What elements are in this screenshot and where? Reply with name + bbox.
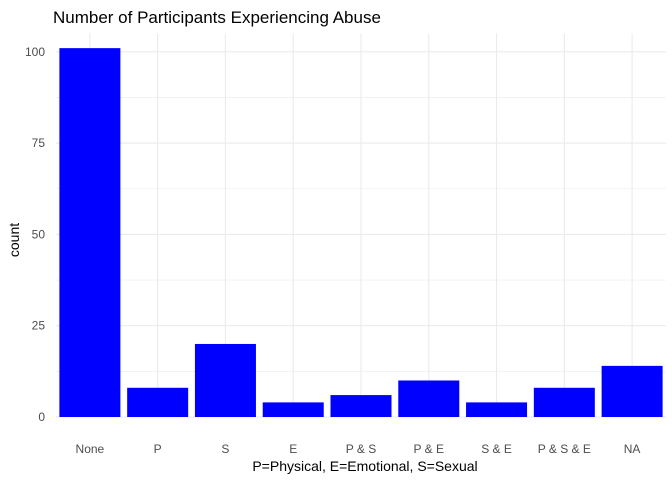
x-tick-label: E bbox=[289, 442, 297, 456]
x-tick-label: S bbox=[221, 442, 229, 456]
x-tick-label: None bbox=[76, 442, 105, 456]
y-tick-label: 0 bbox=[38, 410, 45, 424]
x-axis-label: P=Physical, E=Emotional, S=Sexual bbox=[252, 458, 477, 474]
bar-p-s bbox=[330, 395, 392, 417]
x-tick-label: P & S & E bbox=[538, 442, 591, 456]
bar-na bbox=[601, 365, 663, 417]
y-tick-label: 25 bbox=[32, 319, 46, 333]
chart-title: Number of Participants Experiencing Abus… bbox=[53, 8, 381, 27]
bar-s bbox=[194, 343, 256, 417]
y-tick-label: 50 bbox=[32, 227, 46, 241]
bars bbox=[59, 48, 663, 417]
bar-s-e bbox=[466, 402, 528, 417]
x-tick-label: S & E bbox=[481, 442, 512, 456]
y-tick-label: 75 bbox=[32, 136, 46, 150]
bar-p-e bbox=[398, 380, 460, 417]
x-tick-label: P bbox=[154, 442, 162, 456]
y-axis-ticks: 0 25 50 75 100 bbox=[25, 45, 45, 424]
x-tick-label: P & S bbox=[346, 442, 376, 456]
x-tick-label: P & E bbox=[414, 442, 444, 456]
y-tick-label: 100 bbox=[25, 45, 45, 59]
x-axis-ticks: None P S E P & S P & E S & E P & S & E NA bbox=[76, 442, 641, 456]
bar-p-s-e bbox=[533, 387, 595, 417]
x-tick-label: NA bbox=[624, 442, 641, 456]
y-axis-label: count bbox=[6, 223, 22, 257]
grid-lines bbox=[56, 33, 666, 418]
bar-none bbox=[59, 48, 121, 417]
bar-e bbox=[262, 402, 324, 417]
bar-p bbox=[127, 387, 189, 417]
